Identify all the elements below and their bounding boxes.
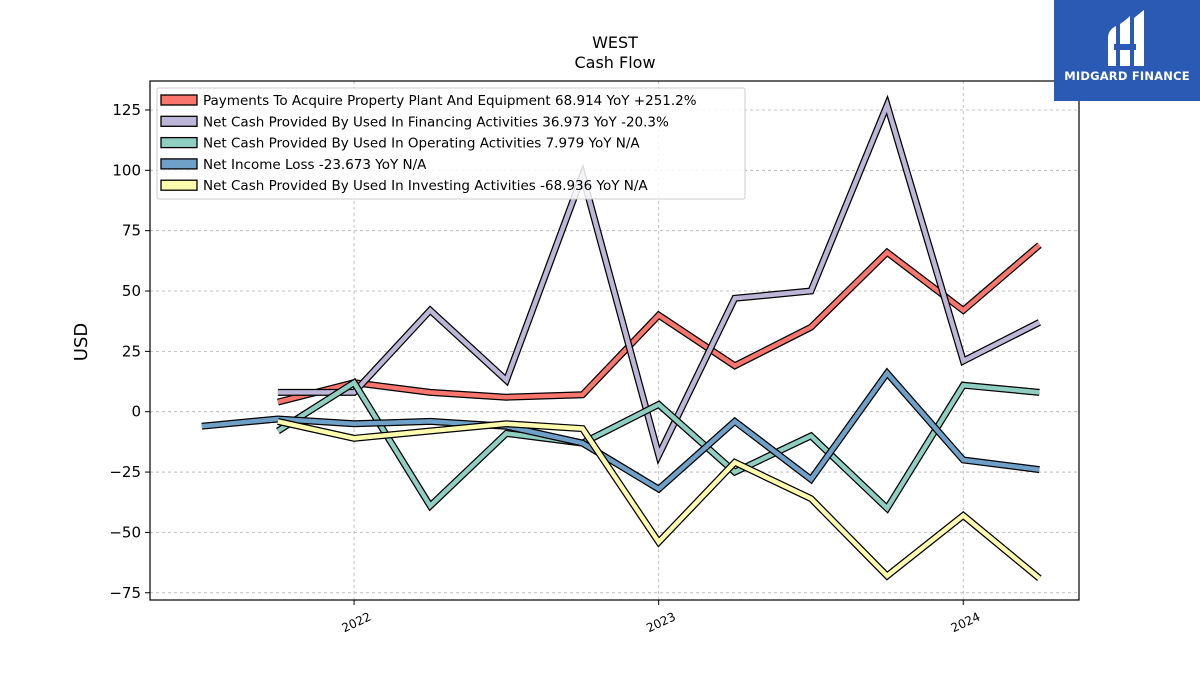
legend-swatch — [160, 158, 198, 170]
y-axis-label: USD — [71, 323, 92, 361]
legend-label: Net Cash Provided By Used In Investing A… — [203, 178, 648, 194]
series-line-3 — [276, 377, 1040, 514]
y-tick-label: −50 — [109, 523, 141, 541]
y-tick-label: 100 — [112, 161, 141, 179]
legend-swatch — [160, 94, 198, 106]
legend-label: Net Cash Provided By Used In Financing A… — [203, 114, 669, 130]
y-tick-label: 50 — [122, 282, 141, 300]
series-path — [276, 379, 1040, 512]
y-tick-label: −75 — [109, 584, 141, 602]
x-tick-label: 2022 — [340, 610, 374, 636]
x-tick-label: 2023 — [644, 610, 678, 636]
logo-text: MIDGARD FINANCE — [1064, 69, 1190, 83]
series-line-4 — [201, 367, 1040, 494]
chart-subtitle: Cash Flow — [574, 53, 655, 72]
series-line-2 — [277, 94, 1041, 466]
legend: Payments To Acquire Property Plant And E… — [156, 87, 746, 200]
y-tick-label: 0 — [131, 403, 141, 421]
y-tick-label: −25 — [109, 463, 141, 481]
y-tick-label: 25 — [122, 342, 141, 360]
y-tick-label: 75 — [122, 222, 141, 240]
legend-label: Payments To Acquire Property Plant And E… — [203, 93, 697, 109]
legend-swatch — [160, 136, 198, 149]
series-path — [277, 243, 1041, 405]
series-layer — [201, 94, 1042, 581]
legend-swatch — [160, 179, 198, 191]
series-line-1 — [277, 242, 1042, 406]
series-path — [201, 369, 1040, 492]
legend-label: Net Income Loss -23.673 YoY N/A — [203, 157, 427, 173]
y-tick-label: 125 — [112, 101, 141, 119]
series-path — [277, 98, 1041, 462]
legend-label: Net Cash Provided By Used In Operating A… — [203, 136, 640, 152]
chart-title: WEST — [592, 33, 638, 52]
legend-box — [156, 87, 746, 200]
series-line-5 — [277, 417, 1042, 581]
x-tick-label: 2024 — [949, 610, 983, 636]
series-path — [277, 419, 1041, 581]
midgard-finance-logo: MIDGARD FINANCE — [1054, 0, 1200, 101]
plot-frame — [149, 80, 1080, 601]
legend-swatch — [160, 115, 198, 127]
midgard-logo-icon — [1108, 10, 1144, 66]
